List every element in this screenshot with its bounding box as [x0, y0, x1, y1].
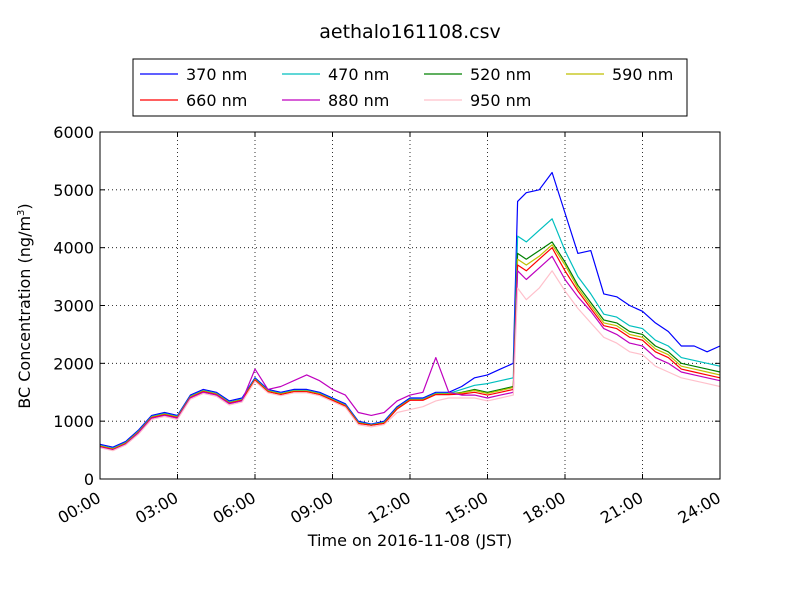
- series-line-880-nm: [99, 255, 721, 451]
- y-tick-label: 1000: [53, 412, 94, 431]
- x-tick-label: 09:00: [287, 488, 336, 528]
- y-tick-label: 2000: [53, 354, 94, 373]
- series-lines: [99, 171, 721, 452]
- series-line-470-nm: [99, 218, 721, 449]
- legend-label: 950 nm: [470, 91, 531, 110]
- grid: [100, 132, 720, 479]
- ticks: [99, 131, 721, 480]
- y-tick-label: 4000: [53, 239, 94, 258]
- x-tick-label: 12:00: [365, 488, 414, 528]
- legend-label: 590 nm: [612, 65, 673, 84]
- legend-frame: [132, 58, 688, 117]
- series-line-950-nm: [99, 270, 721, 452]
- x-tick-label: 21:00: [597, 488, 646, 528]
- y-axis-label-main: BC Concentration (ng/m: [15, 216, 34, 409]
- series-line-370-nm: [99, 171, 721, 448]
- x-tick-label: 03:00: [132, 488, 181, 528]
- y-axis-label-end: ): [15, 203, 34, 209]
- x-tick-labels: 00:00 03:00 06:00 09:00 12:00 15:00 18:00 21:00…: [55, 488, 724, 528]
- legend-label: 520 nm: [470, 65, 531, 84]
- x-tick-label: 06:00: [210, 488, 259, 528]
- legend: 370 nm 470 nm 520 nm 590 nm 660 nm 880 nm 950 …: [132, 58, 688, 117]
- x-axis-label: Time on 2016-11-08 (JST): [307, 531, 512, 550]
- y-tick-label: 6000: [53, 123, 94, 142]
- x-tick-label: 15:00: [442, 488, 491, 528]
- y-tick-label: 0: [84, 470, 94, 489]
- chart-title: aethalo161108.csv: [319, 21, 501, 43]
- y-tick-label: 5000: [53, 181, 94, 200]
- legend-label: 470 nm: [328, 65, 389, 84]
- y-axis-label: BC Concentration (ng/m3): [15, 203, 34, 408]
- y-axis-label-sup: 3: [16, 210, 27, 216]
- x-tick-label: 18:00: [520, 488, 569, 528]
- series-line-590-nm: [99, 244, 721, 450]
- legend-label: 880 nm: [328, 91, 389, 110]
- y-tick-labels: 0 1000 2000 3000 4000 5000 6000: [53, 123, 94, 489]
- y-tick-label: 3000: [53, 297, 94, 316]
- legend-label: 660 nm: [186, 91, 247, 110]
- x-tick-label: 24:00: [675, 488, 724, 528]
- legend-label: 370 nm: [186, 65, 247, 84]
- x-tick-label: 00:00: [55, 488, 104, 528]
